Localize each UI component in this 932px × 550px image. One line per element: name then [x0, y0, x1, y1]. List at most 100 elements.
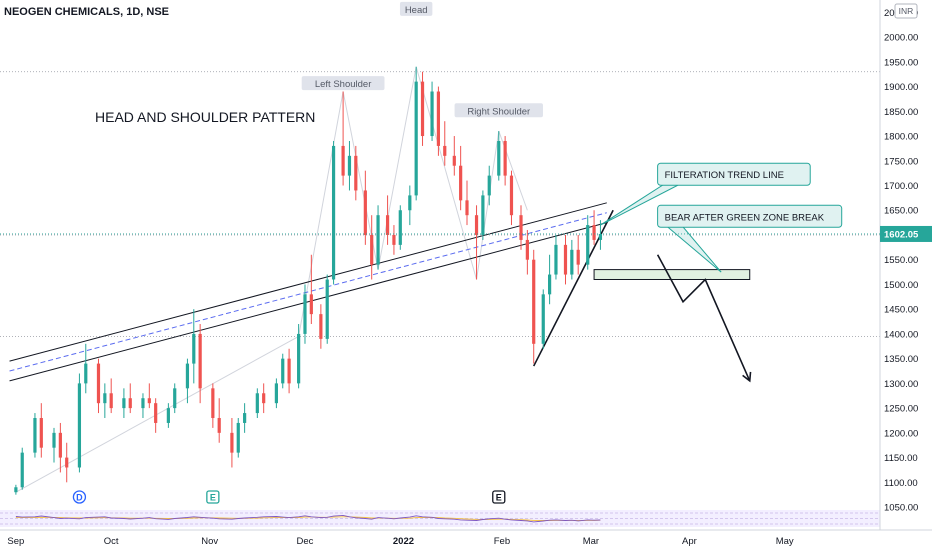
candle-body [33, 418, 37, 453]
price-axis-bg [880, 0, 932, 550]
price-tick-label: 1550.00 [884, 255, 918, 266]
candle-body [459, 165, 463, 201]
candle [185, 358, 190, 404]
candle [541, 289, 545, 349]
candle [122, 388, 126, 419]
candle-body [465, 200, 469, 216]
candle-body [548, 274, 552, 295]
candle-body [52, 432, 56, 448]
earnings-marker [206, 490, 220, 504]
candle-body [341, 145, 345, 176]
candle-body [198, 333, 202, 389]
price-tick-label: 1250.00 [884, 404, 918, 415]
candle-body [58, 432, 62, 458]
candle-body [354, 155, 358, 191]
candle-body [262, 393, 266, 404]
time-tick-label: May [776, 536, 794, 547]
candle [287, 348, 291, 394]
candle-body [309, 294, 313, 315]
candle-body [331, 145, 336, 280]
candle-body [420, 81, 425, 137]
time-tick-label: Nov [201, 536, 218, 547]
candle [331, 140, 336, 285]
price-tick-label: 1500.00 [884, 280, 918, 291]
candle [586, 215, 590, 270]
candle [281, 353, 285, 389]
candle-body [128, 398, 132, 409]
symbol-header: NEOGEN CHEMICALS, 1D, NSE [4, 6, 169, 18]
candle [376, 205, 380, 270]
candle-body [192, 333, 196, 364]
currency-badge: INR [899, 6, 914, 16]
candle [363, 170, 367, 245]
candle-body [541, 294, 545, 344]
candle [236, 418, 240, 458]
candle-body [554, 244, 558, 275]
candle-body [563, 244, 568, 275]
pattern-label: Left Shoulder [315, 79, 372, 90]
candle-body [319, 314, 323, 339]
candle [481, 190, 485, 240]
candle [563, 234, 568, 285]
projection-arrowhead [742, 371, 752, 383]
candle [109, 378, 113, 414]
candle [262, 383, 266, 414]
candle [39, 403, 43, 458]
candle [532, 249, 536, 364]
candle-body [398, 210, 402, 245]
candle [354, 145, 358, 201]
current-price-tag [880, 225, 932, 242]
candle [509, 170, 514, 226]
candle-body [385, 215, 390, 235]
candle [474, 205, 479, 280]
price-tick-label: 1750.00 [884, 156, 918, 167]
candle-body [255, 393, 259, 414]
candle-body [363, 190, 367, 235]
projection-path [656, 254, 751, 382]
candle-body [452, 155, 456, 166]
candle-body [287, 358, 291, 384]
candle [452, 136, 456, 176]
candle [243, 403, 247, 433]
candle [141, 393, 145, 419]
candle [198, 324, 202, 404]
candle [347, 140, 352, 191]
earnings-marker-label: E [210, 493, 216, 503]
candle [554, 234, 558, 280]
candle [154, 398, 158, 433]
candle [297, 324, 301, 389]
candle-body [103, 393, 107, 404]
candle-body [598, 233, 603, 240]
candle [128, 383, 132, 414]
candle [497, 131, 501, 181]
price-tick-label: 2000.00 [884, 33, 918, 44]
candle [519, 205, 523, 250]
time-tick-label: Sep [7, 536, 24, 547]
candle-body [122, 398, 126, 409]
chart-title: HEAD AND SHOULDER PATTERN [95, 109, 315, 125]
candle [65, 442, 69, 483]
candle [341, 91, 345, 186]
candle-body [217, 418, 221, 433]
pattern-label: Right Shoulder [467, 106, 530, 117]
callout-text: BEAR AFTER GREEN ZONE BREAK [665, 212, 825, 223]
candle [103, 383, 107, 419]
candle [96, 358, 101, 414]
candle-body [376, 215, 380, 265]
candle [370, 215, 374, 280]
candle-body [230, 432, 234, 453]
candle [465, 180, 469, 226]
price-tick-label: 1800.00 [884, 132, 918, 143]
candle-body [77, 383, 82, 468]
candle-body [173, 388, 177, 409]
candle [77, 373, 82, 473]
candle-body [243, 413, 247, 423]
candle [52, 427, 56, 463]
green-zone [593, 269, 751, 280]
candle [14, 484, 18, 495]
candle-body [370, 234, 374, 265]
price-tick-label: 1950.00 [884, 57, 918, 68]
candle [58, 422, 62, 473]
candle [525, 230, 529, 275]
